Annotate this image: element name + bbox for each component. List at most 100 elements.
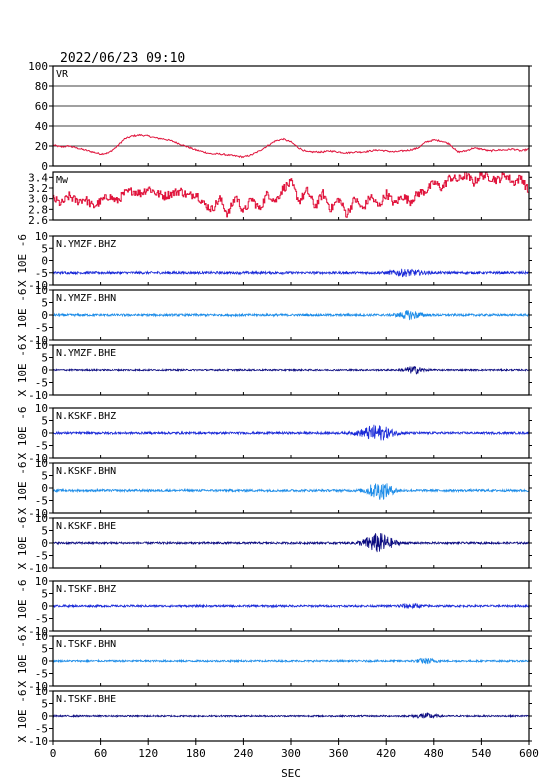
y-tick-label: 5 bbox=[41, 352, 48, 365]
y-tick-label: 10 bbox=[35, 284, 48, 297]
y-axis-label: X 10E -6 bbox=[16, 344, 29, 397]
y-tick-label: 0 bbox=[41, 255, 48, 268]
y-axis-label: X 10E -6 bbox=[16, 407, 29, 460]
panel-label: N.TSKF.BHE bbox=[56, 694, 116, 705]
data-trace bbox=[53, 171, 530, 218]
panel-label: N.YMZF.BHE bbox=[56, 348, 116, 359]
x-axis: 0 60 120 180 240 300 360 420 480 540 600 bbox=[50, 741, 539, 760]
y-tick-label: 5 bbox=[41, 470, 48, 483]
y-tick-label: -10 bbox=[28, 452, 48, 465]
y-tick-label: -10 bbox=[28, 562, 48, 575]
y-tick-label: -5 bbox=[35, 267, 48, 280]
panel-label: N.TSKF.BHZ bbox=[56, 584, 116, 595]
y-tick-label: 3.2 bbox=[28, 182, 48, 195]
vr-panel: 0 20 40 60 80 100 VR bbox=[28, 60, 532, 173]
panel-label: N.YMZF.BHZ bbox=[56, 239, 116, 250]
x-axis-label: SEC bbox=[281, 767, 301, 780]
y-tick-label: -10 bbox=[28, 625, 48, 638]
x-tick-label: 120 bbox=[138, 747, 158, 760]
x-tick-label: 60 bbox=[94, 747, 107, 760]
y-axis-label: X 10E -6 bbox=[16, 289, 29, 342]
y-tick-label: -10 bbox=[28, 735, 48, 748]
x-tick-label: 420 bbox=[376, 747, 396, 760]
y-tick-label: 5 bbox=[41, 588, 48, 601]
y-axis-label: X 10E -6 bbox=[16, 580, 29, 633]
y-tick-label: -10 bbox=[28, 389, 48, 402]
data-trace bbox=[52, 533, 530, 553]
data-trace bbox=[52, 712, 530, 719]
y-tick-label: 5 bbox=[41, 643, 48, 656]
y-tick-label: 5 bbox=[41, 297, 48, 310]
y-tick-label: 10 bbox=[35, 512, 48, 525]
x-tick-label: 0 bbox=[50, 747, 57, 760]
y-tick-label: -5 bbox=[35, 495, 48, 508]
y-tick-label: -5 bbox=[35, 440, 48, 453]
y-tick-label: 5 bbox=[41, 242, 48, 255]
y-tick-label: 2.6 bbox=[28, 214, 48, 227]
y-tick-label: -10 bbox=[28, 680, 48, 693]
y-tick-label: 60 bbox=[35, 100, 48, 113]
panel-label: N.KSKF.BHZ bbox=[56, 411, 116, 422]
y-tick-label: 0 bbox=[41, 600, 48, 613]
y-tick-label: 0 bbox=[41, 309, 48, 322]
y-tick-label: 10 bbox=[35, 457, 48, 470]
panel-label: VR bbox=[56, 69, 69, 80]
y-tick-label: -10 bbox=[28, 279, 48, 292]
y-tick-label: -5 bbox=[35, 322, 48, 335]
panel-frame bbox=[52, 462, 530, 514]
data-trace bbox=[52, 483, 530, 500]
y-tick-label: -5 bbox=[35, 723, 48, 736]
data-trace bbox=[52, 268, 530, 278]
y-tick-label: 100 bbox=[28, 60, 48, 73]
y-axis-label: X 10E -6 bbox=[16, 635, 29, 688]
y-tick-label: 0 bbox=[41, 364, 48, 377]
y-tick-label: 10 bbox=[35, 685, 48, 698]
y-tick-label: 80 bbox=[35, 80, 48, 93]
y-tick-label: 3.0 bbox=[28, 193, 48, 206]
data-trace bbox=[52, 365, 530, 375]
y-axis-label: X 10E -6 bbox=[16, 690, 29, 743]
y-tick-label: 5 bbox=[41, 698, 48, 711]
y-tick-label: 10 bbox=[35, 339, 48, 352]
y-tick-label: -5 bbox=[35, 613, 48, 626]
x-tick-label: 180 bbox=[186, 747, 206, 760]
y-tick-label: 0 bbox=[41, 710, 48, 723]
y-tick-label: 10 bbox=[35, 630, 48, 643]
y-tick-label: 3.4 bbox=[28, 171, 48, 184]
data-trace bbox=[52, 310, 530, 321]
y-tick-label: 2.8 bbox=[28, 203, 48, 216]
panel-label: N.YMZF.BHN bbox=[56, 293, 116, 304]
y-tick-label: -5 bbox=[35, 377, 48, 390]
y-tick-label: 0 bbox=[41, 427, 48, 440]
data-trace bbox=[52, 602, 530, 610]
y-tick-label: 10 bbox=[35, 575, 48, 588]
x-tick-label: 600 bbox=[519, 747, 539, 760]
x-tick-label: 300 bbox=[281, 747, 301, 760]
y-tick-label: 0 bbox=[41, 537, 48, 550]
x-tick-label: 480 bbox=[424, 747, 444, 760]
panel-label: N.TSKF.BHN bbox=[56, 639, 116, 650]
x-tick-label: 540 bbox=[471, 747, 491, 760]
y-tick-label: 0 bbox=[41, 482, 48, 495]
y-tick-label: 0 bbox=[41, 160, 48, 173]
y-tick-label: 5 bbox=[41, 525, 48, 538]
panel-frame bbox=[52, 235, 530, 286]
panel-label: N.KSKF.BHN bbox=[56, 466, 116, 477]
y-axis-label: X 10E -6 bbox=[16, 234, 29, 287]
data-trace bbox=[52, 424, 530, 441]
y-tick-label: 40 bbox=[35, 120, 48, 133]
y-tick-label: -5 bbox=[35, 668, 48, 681]
panel-frame bbox=[52, 65, 530, 167]
x-tick-label: 240 bbox=[233, 747, 253, 760]
panel-label: N.KSKF.BHE bbox=[56, 521, 116, 532]
